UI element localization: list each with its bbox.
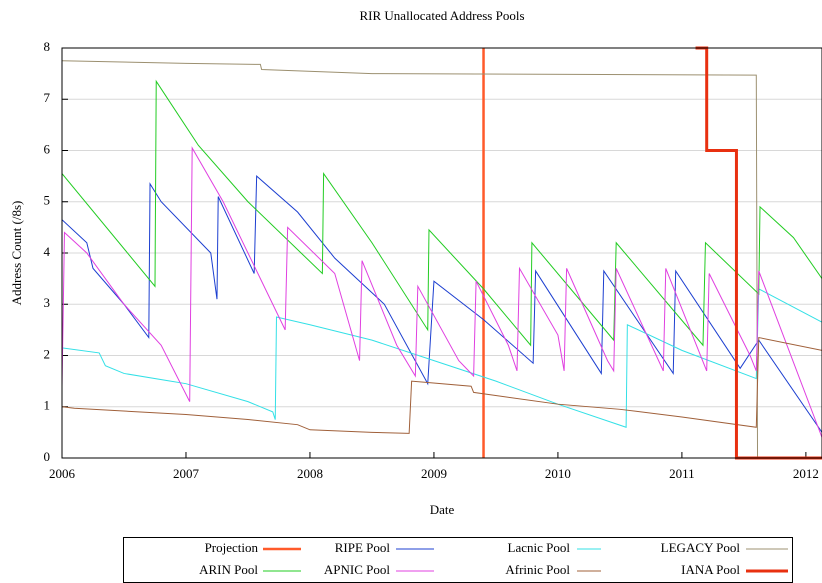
legend-label: RIPE Pool	[335, 540, 391, 555]
legend-label: LEGACY Pool	[661, 540, 741, 555]
legend-label: Projection	[205, 540, 259, 555]
y-tick-label: 7	[44, 90, 51, 105]
y-axis-label: Address Count (/8s)	[9, 201, 24, 306]
y-tick-label: 6	[44, 141, 51, 156]
x-tick-label: 2011	[669, 466, 695, 481]
legend: Projection RIPE Pool Lacnic Pool LEGACY Poo…	[199, 540, 788, 577]
x-tick-label: 2006	[49, 466, 76, 481]
x-tick-label: 2012	[793, 466, 819, 481]
series-line	[62, 175, 822, 433]
chart-title: RIR Unallocated Address Pools	[359, 8, 524, 23]
y-tick-label: 5	[44, 193, 51, 208]
y-tick-label: 3	[44, 295, 51, 310]
y-tick-label: 4	[44, 244, 51, 259]
legend-label: ARIN Pool	[199, 562, 258, 577]
y-tick-label: 8	[44, 39, 51, 54]
series-line	[62, 79, 822, 347]
series-line	[62, 288, 822, 428]
legend-label: APNIC Pool	[324, 562, 390, 577]
series-line	[62, 146, 822, 438]
x-axis-label: Date	[430, 502, 455, 517]
x-tick-label: 2009	[421, 466, 447, 481]
legend-label: IANA Pool	[681, 562, 740, 577]
y-tick-label: 2	[44, 346, 51, 361]
y-tick-label: 0	[44, 449, 51, 464]
x-tick-label: 2010	[545, 466, 571, 481]
legend-label: Afrinic Pool	[505, 562, 570, 577]
series-line	[62, 336, 822, 434]
plot-frame	[61, 47, 822, 459]
legend-label: Lacnic Pool	[508, 540, 571, 555]
x-tick-label: 2008	[297, 466, 323, 481]
grid: 0 1 2 3 4 5 6 7 8 2006 2007 2008 2009 2010 2011 2012	[44, 39, 822, 481]
y-tick-label: 1	[44, 398, 51, 413]
x-tick-label: 2007	[173, 466, 200, 481]
